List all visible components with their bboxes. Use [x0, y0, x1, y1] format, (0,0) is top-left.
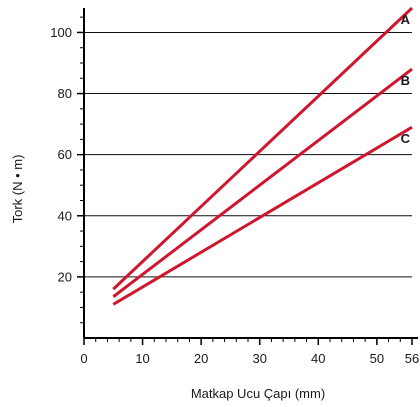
x-tick-label-40: 40	[311, 351, 325, 366]
y-tick-label-40: 40	[58, 208, 72, 223]
axes	[83, 8, 418, 339]
y-tick-label-100: 100	[50, 25, 72, 40]
series-label-C: C	[401, 131, 411, 146]
x-tick-label-30: 30	[252, 351, 266, 366]
series-label-A: A	[401, 12, 411, 27]
series-labels: A B C	[401, 12, 411, 146]
series-lines	[112, 6, 414, 306]
y-axis-title: Tork (N • m)	[10, 155, 25, 224]
gridlines	[84, 31, 412, 278]
x-tick-label-50: 50	[370, 351, 384, 366]
y-ticks: 20 40 60 80 100	[50, 16, 84, 324]
x-tick-label-20: 20	[194, 351, 208, 366]
x-axis-title: Matkap Ucu Çapı (mm)	[191, 386, 325, 401]
series-line-B	[112, 67, 413, 298]
y-tick-label-80: 80	[58, 86, 72, 101]
y-tick-label-60: 60	[58, 147, 72, 162]
series-line-C	[112, 125, 413, 306]
x-tick-label-10: 10	[135, 351, 149, 366]
y-tick-label-20: 20	[58, 269, 72, 284]
series-line-A	[112, 6, 414, 291]
x-tick-label-56: 56	[405, 351, 419, 366]
x-tick-label-0: 0	[80, 351, 87, 366]
series-label-B: B	[401, 73, 410, 88]
x-ticks: 0 10 20 30 40 50 56	[80, 338, 419, 366]
